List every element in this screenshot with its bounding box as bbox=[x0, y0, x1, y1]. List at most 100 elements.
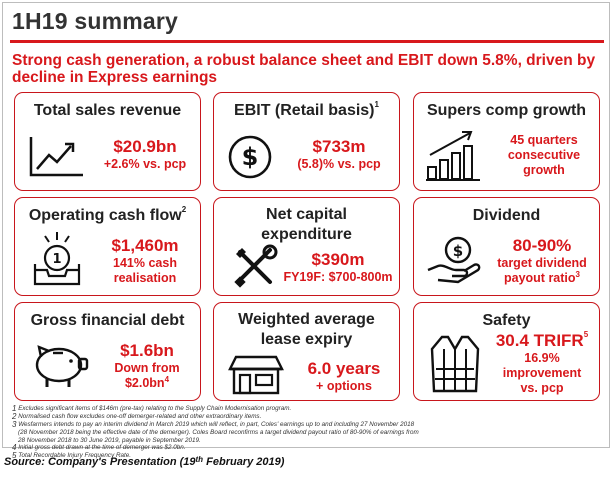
cash-tray-icon: 1 bbox=[33, 232, 81, 286]
svg-text:$: $ bbox=[242, 143, 259, 171]
metric-detail: Down from bbox=[114, 361, 180, 375]
footnote-ref: 1 bbox=[374, 100, 379, 109]
card-title-text: EBIT (Retail basis) bbox=[234, 102, 375, 119]
safety-vest-icon bbox=[430, 335, 480, 393]
card-dividend: Dividend $ 80-90% target dividend payout… bbox=[413, 197, 600, 296]
metric-value-block: 6.0 years + options bbox=[292, 359, 396, 394]
card-net-capex: Net capital expenditure $390m FY19F: $70… bbox=[213, 197, 400, 296]
dollar-coin-icon: $ bbox=[228, 135, 272, 179]
card-title: lease expiry bbox=[260, 331, 353, 348]
footnote: 4 Initial gross debt drawn at the time o… bbox=[12, 444, 602, 452]
footnote-text: Initial gross debt drawn at the time of … bbox=[18, 444, 186, 452]
metric-value-block: 80-90% target dividend payout ratio3 bbox=[488, 236, 596, 286]
card-supers-comp: Supers comp growth 45 quarters consecuti… bbox=[413, 92, 600, 191]
metric-detail: payout ratio3 bbox=[488, 271, 596, 286]
footnote-num: 5 bbox=[12, 451, 17, 461]
footnote-text: 28 November 2018 to 30 June 2019, payabl… bbox=[18, 436, 201, 444]
card-title: Safety bbox=[482, 312, 531, 329]
card-title: Operating cash flow2 bbox=[15, 206, 200, 225]
footnote: (28 November 2018 being the effective da… bbox=[12, 429, 602, 437]
card-title: Dividend bbox=[472, 207, 541, 224]
card-title: Weighted average bbox=[238, 311, 375, 328]
metric-value: 45 quarters bbox=[510, 133, 578, 147]
metric-value: $1,460m bbox=[111, 236, 179, 255]
metric-detail-text: $2.0bn bbox=[124, 376, 165, 390]
source-caption: Source: Company's Presentation (19th Feb… bbox=[4, 455, 285, 469]
card-gross-debt: Gross financial debt $1.6bn Down from $2… bbox=[14, 302, 201, 401]
footnote: 28 November 2018 to 30 June 2019, payabl… bbox=[12, 437, 602, 445]
footnote-num: 2 bbox=[12, 412, 17, 421]
svg-text:$: $ bbox=[453, 242, 463, 260]
metric-detail: (5.8)% vs. pcp bbox=[297, 157, 381, 171]
trend-up-icon bbox=[29, 137, 83, 177]
metric-detail: realisation bbox=[113, 271, 177, 285]
card-title: Supers comp growth bbox=[426, 102, 587, 119]
metric-value-block: $390m FY19F: $700-800m bbox=[280, 250, 396, 285]
store-icon bbox=[228, 355, 284, 395]
metric-detail: vs. pcp bbox=[520, 381, 564, 395]
source-text: Source: Company's Presentation (19 bbox=[4, 456, 196, 468]
metric-value: $20.9bn bbox=[113, 137, 177, 156]
piggy-bank-icon bbox=[35, 345, 89, 387]
tools-icon bbox=[234, 244, 278, 288]
metric-value-block: 45 quarters consecutive growth bbox=[492, 133, 596, 178]
footnote-ref: 5 bbox=[583, 330, 589, 339]
metric-detail: FY19F: $700-800m bbox=[283, 270, 393, 284]
metric-detail: target dividend bbox=[497, 256, 587, 270]
footnote-num: 1 bbox=[12, 404, 17, 413]
card-lease-expiry: Weighted average lease expiry 6.0 years … bbox=[213, 302, 400, 401]
source-text: February 2019) bbox=[203, 456, 285, 468]
metric-detail: improvement bbox=[502, 366, 582, 380]
metric-value-block: $1,460m 141% cash realisation bbox=[95, 236, 195, 286]
metric-value: $1.6bn bbox=[120, 341, 174, 360]
footnote-ref: 3 bbox=[575, 270, 580, 279]
footnote-ref: 2 bbox=[181, 205, 187, 214]
metric-detail: 16.9% bbox=[524, 351, 560, 365]
metric-value: 80-90% bbox=[512, 236, 572, 255]
footnote-text: Excludes significant items of $146m (pre… bbox=[18, 405, 292, 412]
metric-value: $733m bbox=[312, 137, 366, 156]
card-title: Gross financial debt bbox=[30, 312, 185, 329]
metric-detail-text: payout ratio bbox=[504, 271, 576, 285]
card-title-text: Operating cash flow bbox=[28, 207, 182, 224]
bar-growth-icon bbox=[426, 131, 480, 181]
metric-value-block: $733m (5.8)% vs. pcp bbox=[286, 137, 392, 172]
coin-hand-icon: $ bbox=[427, 236, 481, 284]
metric-value-block: $1.6bn Down from $2.0bn4 bbox=[99, 341, 195, 391]
metric-detail: growth bbox=[523, 163, 565, 177]
footnote-text: (28 November 2018 being the effective da… bbox=[18, 429, 419, 436]
footnote-text: Normalised cash flow excludes one-off de… bbox=[18, 413, 262, 420]
metric-value: 30.4 TRIFR5 bbox=[488, 331, 596, 351]
metric-value: $390m bbox=[311, 250, 365, 269]
footnote-text: Total Recordable Injury Frequency Rate. bbox=[18, 452, 132, 460]
footnote-text: Wesfarmers intends to pay an interim div… bbox=[18, 421, 415, 428]
source-sup: th bbox=[195, 455, 204, 464]
metric-detail: +2.6% vs. pcp bbox=[103, 157, 187, 171]
metric-detail: + options bbox=[316, 379, 372, 393]
title-divider bbox=[10, 40, 604, 43]
metric-detail: 141% cash bbox=[113, 256, 177, 270]
card-title: expenditure bbox=[261, 226, 352, 243]
page-title: 1H19 summary bbox=[12, 8, 179, 34]
card-title: EBIT (Retail basis)1 bbox=[214, 101, 399, 120]
card-total-sales: Total sales revenue $20.9bn +2.6% vs. pc… bbox=[14, 92, 201, 191]
footnote: 3 Wesfarmers intends to pay an interim d… bbox=[12, 421, 602, 429]
page-subtitle: Strong cash generation, a robust balance… bbox=[12, 52, 596, 86]
footnotes: 1 Excludes significant items of $146m (p… bbox=[12, 405, 602, 460]
footnote: 5 Total Recordable Injury Frequency Rate… bbox=[12, 452, 602, 460]
card-ebit: EBIT (Retail basis)1 $ $733m (5.8)% vs. … bbox=[213, 92, 400, 191]
metric-detail: $2.0bn4 bbox=[99, 376, 195, 391]
metric-value-block: $20.9bn +2.6% vs. pcp bbox=[95, 137, 195, 172]
slide-frame bbox=[2, 2, 610, 448]
footnote-ref: 4 bbox=[164, 375, 170, 384]
card-operating-cash-flow: Operating cash flow2 1 $1,460m 141% cash… bbox=[14, 197, 201, 296]
svg-text:1: 1 bbox=[52, 252, 61, 267]
card-title: Net capital bbox=[266, 206, 347, 223]
footnote-num: 3 bbox=[12, 420, 17, 429]
footnote: 2 Normalised cash flow excludes one-off … bbox=[12, 413, 602, 421]
metric-detail: consecutive bbox=[507, 148, 581, 162]
footnote-num: 4 bbox=[12, 443, 17, 453]
metric-value-text: 30.4 TRIFR bbox=[495, 331, 584, 350]
card-title: Total sales revenue bbox=[33, 102, 182, 119]
card-safety: Safety 30.4 TRIFR5 16.9% improvement vs.… bbox=[413, 302, 600, 401]
